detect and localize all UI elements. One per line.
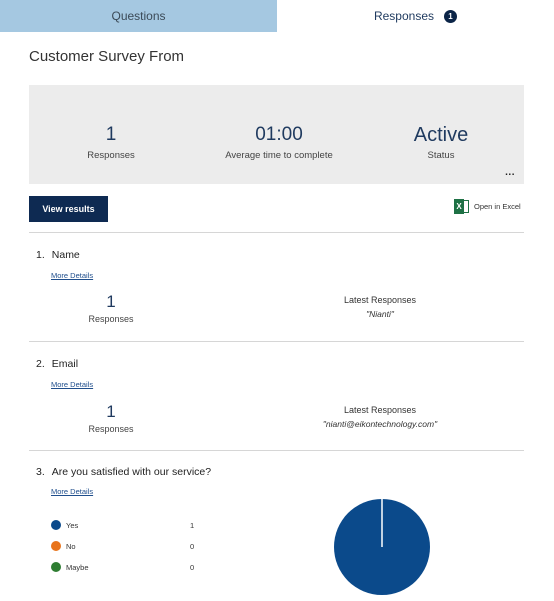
question-2-response-count: 1 Responses (81, 402, 141, 434)
legend-item-no: No (51, 541, 76, 551)
question-2-more-details-link[interactable]: More Details (51, 380, 94, 389)
tab-questions[interactable]: Questions (0, 0, 277, 32)
more-options-icon[interactable]: ... (505, 167, 515, 178)
summary-status: Active Status (389, 122, 493, 161)
question-2-text: Email (51, 358, 79, 370)
page-title: Customer Survey From (29, 48, 185, 65)
question-1-number: 1. (36, 249, 45, 261)
legend-label-no: No (66, 541, 76, 551)
legend-swatch-no (51, 541, 61, 551)
summary-responses-label: Responses (87, 150, 135, 161)
legend-count-yes: 1 (190, 521, 195, 530)
question-1-count-value: 1 (106, 292, 116, 311)
legend-label-maybe: Maybe (66, 562, 89, 572)
question-1-latest-responses: Latest Responses "Nianti" (300, 295, 460, 319)
question-1-count-label: Responses (88, 314, 134, 324)
question-2-number: 2. (36, 358, 45, 370)
question-2-latest-responses: Latest Responses "nianti@eikontechnology… (300, 405, 460, 429)
legend-swatch-yes (51, 520, 61, 530)
divider (29, 232, 524, 233)
question-1-text: Name (51, 249, 80, 261)
tab-responses-label: Responses (373, 9, 435, 23)
legend-item-maybe: Maybe (51, 562, 89, 572)
summary-status-value: Active (413, 124, 469, 146)
tab-questions-label: Questions (111, 9, 166, 23)
divider (29, 450, 524, 451)
divider (29, 341, 524, 342)
excel-icon: X (454, 199, 469, 214)
responses-count-badge: 1 (444, 9, 458, 23)
legend-swatch-maybe (51, 562, 61, 572)
question-3-title: 3. Are you satisfied with our service? (36, 466, 211, 478)
legend-item-yes: Yes (51, 520, 78, 530)
excel-icon-letter: X (454, 199, 464, 214)
question-3-text: Are you satisfied with our service? (51, 466, 212, 478)
question-3-number: 3. (36, 466, 45, 478)
legend-count-no: 0 (190, 542, 195, 551)
question-1-latest-label: Latest Responses (343, 295, 417, 305)
legend-label-yes: Yes (66, 520, 79, 530)
open-in-excel-label: Open in Excel (474, 202, 521, 211)
question-1-title: 1. Name (36, 249, 80, 261)
view-results-button[interactable]: View results (29, 196, 108, 222)
summary-avg-time-label: Average time to complete (225, 150, 333, 161)
question-2-latest-value: "nianti@eikontechnology.com" (322, 419, 438, 429)
summary-panel: 1 Responses 01:00 Average time to comple… (29, 85, 524, 184)
open-in-excel-link[interactable]: X Open in Excel (454, 199, 521, 214)
summary-avg-time: 01:00 Average time to complete (209, 122, 349, 161)
summary-avg-time-value: 01:00 (255, 124, 303, 145)
tab-responses[interactable]: Responses 1 (277, 0, 554, 32)
satisfaction-pie-chart (334, 499, 430, 595)
question-2-count-label: Responses (88, 424, 134, 434)
question-1-response-count: 1 Responses (81, 292, 141, 324)
legend-count-maybe: 0 (190, 563, 195, 572)
question-2-count-value: 1 (106, 402, 116, 421)
question-2-latest-label: Latest Responses (343, 405, 417, 415)
question-3-more-details-link[interactable]: More Details (51, 487, 94, 496)
summary-status-label: Status (427, 150, 455, 161)
question-1-more-details-link[interactable]: More Details (51, 271, 94, 280)
summary-responses: 1 Responses (69, 122, 153, 161)
question-1-latest-value: "Nianti" (366, 309, 394, 319)
question-2-title: 2. Email (36, 358, 78, 370)
summary-responses-value: 1 (105, 124, 117, 145)
tab-bar: Questions Responses 1 (0, 0, 554, 32)
